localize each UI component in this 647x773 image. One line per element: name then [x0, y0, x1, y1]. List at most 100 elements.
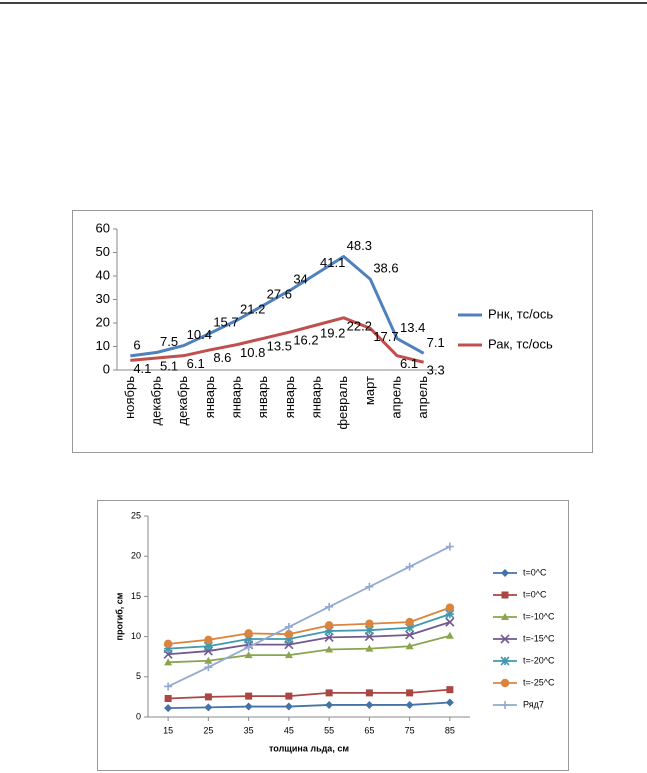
legend-label: Ряд7 [523, 699, 544, 709]
y-tick-label: 60 [96, 220, 110, 235]
x-tick-label: февраль [335, 376, 350, 430]
data-label: 6.1 [400, 356, 418, 371]
y-tick-label: 10 [131, 631, 141, 641]
data-label: 13.4 [400, 320, 425, 335]
marker [203, 641, 213, 651]
x-tick-label: март [362, 376, 377, 405]
legend-label: t=-20^C [523, 655, 555, 665]
marker [164, 695, 172, 703]
marker [244, 702, 253, 711]
series-line [168, 688, 450, 700]
legend-label: Рнк, тс/ось [488, 306, 553, 321]
series-line [168, 634, 451, 664]
data-label: 22.2 [347, 318, 372, 333]
series-line [168, 613, 451, 650]
x-tick-label: 15 [163, 725, 173, 735]
marker [364, 625, 374, 635]
marker [500, 634, 510, 644]
series-line [168, 621, 451, 656]
series-line [130, 254, 425, 358]
x-tick-label: декабрь [148, 376, 163, 426]
marker [244, 643, 253, 652]
marker [501, 613, 509, 620]
y-tick-label: 0 [103, 361, 110, 376]
x-tick-label: ноябрь [122, 376, 137, 419]
data-label: 8.6 [213, 350, 231, 365]
marker [405, 700, 414, 709]
x-tick-label: 35 [244, 725, 254, 735]
x-tick-label: апрель [388, 376, 403, 419]
marker [406, 689, 414, 697]
marker [365, 689, 373, 697]
marker [365, 700, 374, 709]
x-tick-label: 25 [203, 725, 213, 735]
marker [445, 698, 454, 707]
marker [365, 619, 374, 628]
legend-label: t=0^C [523, 589, 547, 599]
x-tick-label: 85 [445, 725, 455, 735]
x-tick-label: январь [228, 376, 243, 418]
y-tick-label: 50 [96, 244, 110, 259]
data-label: 15.7 [213, 315, 238, 330]
marker [324, 621, 334, 630]
data-label: 5.1 [160, 358, 178, 373]
marker [501, 591, 509, 599]
marker [445, 617, 455, 627]
chart-frame [72, 210, 593, 453]
marker [445, 542, 454, 551]
y-tick-label: 15 [131, 591, 141, 601]
marker [365, 582, 374, 591]
y-tick-label: 5 [136, 671, 141, 681]
marker [500, 656, 510, 666]
marker [446, 686, 454, 694]
marker [164, 658, 173, 666]
marker [204, 693, 212, 701]
marker [284, 634, 294, 644]
data-label: 21.2 [240, 302, 265, 317]
y-axis-title: прогиб, см [114, 592, 124, 640]
data-label: 7.5 [160, 334, 178, 349]
x-tick-label: январь [308, 376, 323, 418]
marker [405, 562, 414, 571]
x-tick-label: апрель [415, 376, 430, 419]
data-label: 10.8 [240, 345, 265, 360]
marker [245, 692, 253, 700]
marker [501, 701, 509, 709]
marker [204, 663, 213, 672]
data-label: 10.4 [187, 327, 212, 342]
data-label: 27.6 [267, 287, 292, 302]
marker [405, 642, 414, 650]
data-label: 41.1 [320, 255, 345, 270]
data-label: 34 [293, 272, 307, 287]
y-tick-label: 25 [131, 510, 141, 520]
legend-label: t=0^C [523, 567, 547, 577]
x-tick-label: 45 [284, 725, 294, 735]
legend-label: t=-15^C [523, 633, 555, 643]
x-tick-label: 55 [324, 725, 334, 735]
marker [325, 689, 333, 697]
marker [244, 629, 253, 638]
x-tick-label: январь [282, 376, 297, 418]
marker [324, 626, 334, 636]
marker [284, 622, 293, 631]
marker [445, 603, 455, 612]
y-tick-label: 40 [96, 267, 110, 282]
marker [244, 634, 254, 644]
legend-label: t=-25^C [523, 677, 555, 687]
data-label: 19.2 [320, 325, 345, 340]
marker [325, 602, 334, 611]
series-line [168, 606, 451, 645]
x-axis-title: толщина льда, см [269, 743, 349, 753]
marker [445, 631, 454, 639]
marker [365, 644, 374, 652]
marker [164, 704, 173, 713]
x-tick-label: 75 [405, 725, 415, 735]
x-tick-label: 65 [364, 725, 374, 735]
legend-label: t=-10^C [523, 611, 555, 621]
series-line [167, 545, 451, 688]
marker [405, 617, 414, 627]
marker [501, 569, 509, 577]
marker [284, 651, 293, 659]
marker [500, 678, 510, 688]
